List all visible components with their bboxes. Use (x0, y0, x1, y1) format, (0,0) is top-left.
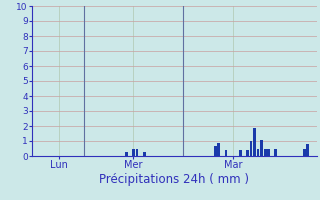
Bar (267, 148, 270, 156)
Bar (132, 148, 135, 156)
Bar (218, 142, 220, 156)
Bar (264, 148, 267, 156)
Bar (239, 150, 242, 156)
Bar (275, 148, 277, 156)
Bar (250, 141, 252, 156)
Bar (307, 144, 309, 156)
Bar (143, 152, 146, 156)
Bar (257, 148, 260, 156)
Bar (225, 150, 228, 156)
X-axis label: Précipitations 24h ( mm ): Précipitations 24h ( mm ) (100, 173, 249, 186)
Bar (303, 148, 306, 156)
Bar (125, 152, 128, 156)
Bar (253, 128, 256, 156)
Bar (246, 150, 249, 156)
Bar (136, 148, 139, 156)
Bar (214, 146, 217, 156)
Bar (260, 140, 263, 156)
